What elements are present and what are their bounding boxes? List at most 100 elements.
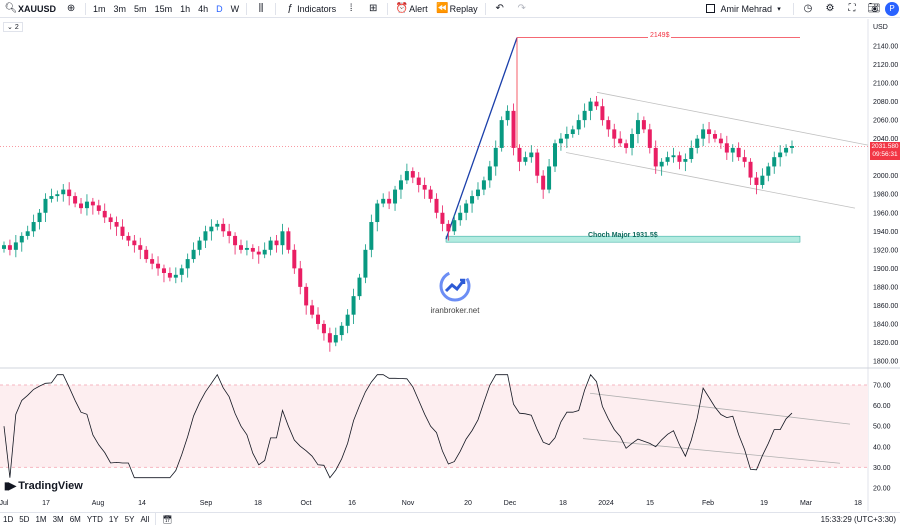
settings-button[interactable]: ⚙ (819, 0, 841, 18)
replay-icon: ⏪ (436, 3, 449, 14)
candle-body (387, 198, 392, 204)
range-3m[interactable]: 3M (52, 514, 64, 524)
candle-body (37, 212, 42, 223)
range-6m[interactable]: 6M (69, 514, 81, 524)
candle-body (724, 143, 729, 153)
candle-body (446, 223, 451, 232)
templates-button[interactable]: ⁞ (340, 0, 362, 18)
candle-body (144, 249, 149, 260)
time-tick-label: 2024 (598, 500, 614, 507)
interval-5m[interactable]: 5m (134, 3, 147, 14)
undo-icon: ↶ (495, 3, 504, 14)
candle-body (683, 159, 688, 162)
snapshot-button[interactable]: 📷︎ (863, 0, 885, 18)
time-tick-label: Dec (504, 500, 517, 507)
range-1d[interactable]: 1D (3, 514, 14, 524)
rsi-band (0, 384, 868, 468)
price-tick-label: 2080.00 (873, 99, 898, 106)
candle-body (316, 314, 321, 324)
candle-body (286, 231, 291, 250)
candle-body (754, 177, 759, 185)
candle-body (707, 129, 712, 135)
divider (246, 2, 248, 15)
price-tick-label: 1880.00 (873, 284, 898, 291)
rsi-tick-label: 70.00 (873, 383, 891, 390)
time-tick-label: 17 (42, 500, 50, 507)
candle-body (493, 147, 498, 167)
time-tick-label: Mar (800, 500, 813, 507)
candle-body (233, 235, 238, 246)
chevron-icon: ⌄ (7, 24, 13, 31)
rsi-series-line (3, 373, 793, 479)
alert-button[interactable]: ⏰ Alert (391, 0, 432, 18)
interval-w[interactable]: W (230, 3, 240, 14)
clock[interactable]: 15:33:29 (UTC+3:30) (820, 514, 896, 524)
candle-body (339, 325, 344, 336)
price-tick-label: 2100.00 (873, 81, 898, 88)
interval-3m[interactable]: 3m (113, 3, 127, 14)
chart-canvas[interactable]: 2140.002120.002100.002080.002060.002040.… (0, 19, 900, 511)
goto-date-button[interactable]: 📅︎ (159, 515, 175, 524)
chart-type-button[interactable]: ⫼ (250, 0, 272, 18)
candle-body (150, 259, 155, 264)
watermark: iranbroker.net (425, 269, 485, 315)
redo-button[interactable]: ↷ (511, 0, 533, 18)
candle-body (7, 245, 12, 250)
range-1y[interactable]: 1Y (108, 514, 119, 524)
candle-body (262, 249, 267, 255)
rsi-channel-lower (582, 438, 841, 464)
candle-body (333, 335, 338, 343)
symbol-search[interactable]: 🔍︎ XAUUSD (0, 0, 60, 18)
interval-1m[interactable]: 1m (93, 3, 106, 14)
range-ytd[interactable]: YTD (86, 514, 103, 524)
layouts-button[interactable]: ⊞ (362, 0, 384, 18)
candle-body (61, 189, 66, 195)
interval-4h[interactable]: 4h (198, 3, 209, 14)
calendar-icon: 📅︎ (162, 514, 173, 524)
candle-body (280, 231, 285, 246)
candle-body (624, 143, 629, 148)
candle-body (416, 177, 421, 185)
candle-body (410, 171, 415, 178)
chart-area[interactable]: 2140.00 2120.00 2100.00 2080.00 2060.00 2040.… (0, 19, 900, 511)
indicators-icon: ƒ (287, 3, 293, 14)
replay-button[interactable]: ⏪ Replay (432, 0, 482, 18)
layout-name-button[interactable]: Amir Mehrad ▾ (702, 0, 790, 18)
quick-search-button[interactable]: ◷ (797, 0, 819, 18)
collapse-toggle[interactable]: ⌄ 2 (3, 22, 23, 32)
top-toolbar: 🔍︎ XAUUSD ⊕ 1m 3m 5m 15m 1h 4h D W ⫼ ƒ I… (0, 0, 900, 18)
interval-d[interactable]: D (216, 3, 223, 14)
range-all[interactable]: All (140, 514, 150, 524)
compare-button[interactable]: ⊕ (60, 0, 82, 18)
bottom-toolbar: 1D 5D 1M 3M 6M YTD 1Y 5Y All 📅︎ 15:33:29… (0, 512, 900, 525)
candle-body (304, 286, 309, 306)
candle-body (434, 198, 439, 213)
rsi-band-fill (0, 385, 868, 468)
price-tick-label: 2040.00 (873, 136, 898, 143)
candle-body (588, 101, 593, 111)
publish-avatar[interactable]: P (885, 1, 899, 16)
candle-body (2, 245, 6, 249)
candle-body (292, 249, 297, 269)
candle-body (677, 155, 682, 162)
candle-body (772, 157, 777, 167)
range-5d[interactable]: 5D (19, 514, 30, 524)
undo-button[interactable]: ↶ (489, 0, 511, 18)
interval-1h[interactable]: 1h (180, 3, 191, 14)
candle-body (203, 231, 208, 241)
tradingview-logo[interactable]: ▮▶ TradingView (4, 480, 83, 492)
indicators-button[interactable]: ƒ Indicators (279, 0, 340, 18)
candle-body (369, 222, 374, 250)
range-1m[interactable]: 1M (35, 514, 47, 524)
fullscreen-button[interactable]: ⛶ (841, 0, 863, 18)
divider (387, 2, 389, 15)
candle-body (31, 222, 36, 232)
range-5y[interactable]: 5Y (124, 514, 135, 524)
candle-body (108, 217, 113, 223)
candle-body (730, 147, 735, 153)
candle-body (73, 196, 78, 204)
bar-countdown: 09:56:31 (872, 151, 898, 158)
time-tick-label: 20 (464, 500, 472, 507)
rsi-tick-label: 30.00 (873, 465, 891, 472)
interval-15m[interactable]: 15m (154, 3, 173, 14)
